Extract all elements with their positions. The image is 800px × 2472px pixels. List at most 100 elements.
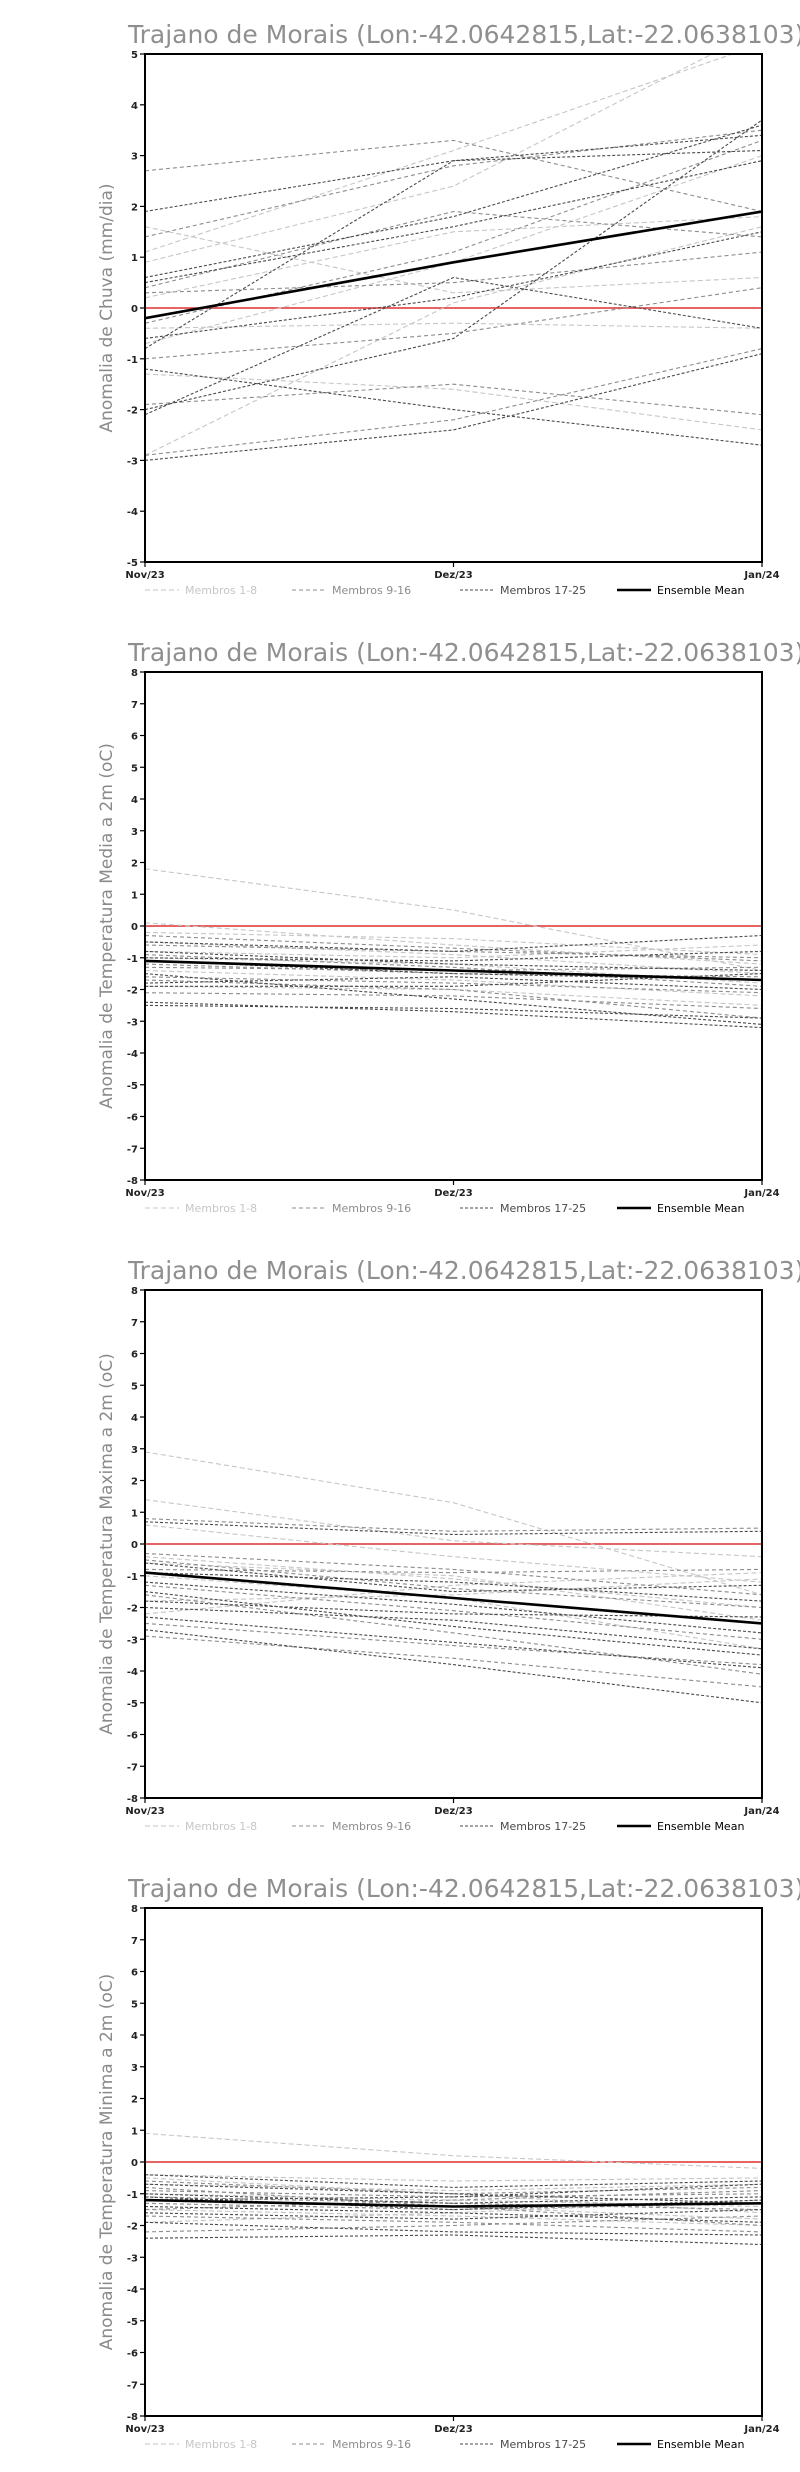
- legend-label: Membros 17-25: [500, 1820, 586, 1833]
- member-line-8: [145, 1562, 762, 1621]
- legend-item-membros-17-25: Membros 17-25: [460, 1820, 586, 1833]
- x-tick-label: Jan/24: [743, 1188, 779, 1199]
- member-line-23: [145, 1562, 762, 1593]
- chart-svg: Trajano de Morais (Lon:-42.0642815,Lat:-…: [97, 1874, 800, 2451]
- y-tick-label: 0: [131, 304, 138, 315]
- y-tick-label: -2: [127, 406, 138, 417]
- member-line-16: [145, 979, 762, 1019]
- chart-panel-2: Trajano de Morais (Lon:-42.0642815,Lat:-…: [0, 618, 800, 1236]
- member-line-1: [145, 226, 762, 294]
- y-axis-label: Anomalia de Temperatura Minima a 2m (oC): [97, 1974, 117, 2351]
- member-line-9: [145, 2180, 762, 2195]
- y-tick-label: -4: [127, 1667, 138, 1678]
- legend-item-membros-1-8: Membros 1-8: [145, 2438, 257, 2451]
- member-line-13: [145, 2215, 762, 2233]
- y-tick-label: -7: [127, 1144, 138, 1155]
- chart-svg: Trajano de Morais (Lon:-42.0642815,Lat:-…: [97, 1256, 800, 1833]
- legend-label: Membros 9-16: [332, 584, 411, 597]
- member-line-6: [145, 1524, 762, 1583]
- member-line-9: [145, 934, 762, 962]
- legend-label: Membros 17-25: [500, 1202, 586, 1215]
- y-tick-label: -3: [127, 1635, 138, 1646]
- y-tick-label: -6: [127, 2349, 138, 2360]
- member-line-17: [145, 1001, 762, 1029]
- y-tick-label: 7: [131, 1936, 138, 1947]
- y-tick-label: 4: [131, 101, 138, 112]
- y-tick-label: 6: [131, 1968, 138, 1979]
- x-tick-label: Dez/23: [434, 570, 473, 581]
- member-line-24: [145, 950, 762, 962]
- y-tick-label: -1: [127, 1572, 138, 1583]
- y-tick-label: -5: [127, 2317, 138, 2328]
- member-line-18: [145, 1591, 762, 1656]
- member-line-20: [145, 973, 762, 1025]
- y-tick-label: -5: [127, 1081, 138, 1092]
- y-tick-label: 1: [131, 1508, 138, 1519]
- ensemble-mean-line: [145, 959, 762, 982]
- member-line-16: [145, 251, 762, 294]
- y-tick-label: 4: [131, 1413, 138, 1424]
- legend-item-membros-9-16: Membros 9-16: [292, 1202, 411, 1215]
- y-tick-label: -3: [127, 1017, 138, 1028]
- y-tick-label: 1: [131, 2126, 138, 2137]
- member-line-14: [145, 2196, 762, 2211]
- member-line-8: [145, 54, 735, 253]
- chart-panel-4: Trajano de Morais (Lon:-42.0642815,Lat:-…: [0, 1854, 800, 2472]
- member-line-25: [145, 1600, 762, 1618]
- member-line-11: [145, 287, 762, 360]
- legend-label: Membros 17-25: [500, 584, 586, 597]
- y-tick-label: 0: [131, 2158, 138, 2169]
- legend-item-ensemble-mean: Ensemble Mean: [617, 2438, 744, 2451]
- series-group: [145, 868, 762, 1029]
- y-tick-label: 5: [131, 1381, 138, 1392]
- y-tick-label: -7: [127, 2380, 138, 2391]
- y-tick-label: -7: [127, 1762, 138, 1773]
- member-line-19: [145, 1572, 762, 1602]
- y-tick-label: 6: [131, 1350, 138, 1361]
- series-group: [145, 1451, 762, 1704]
- y-tick-label: 2: [131, 1477, 138, 1488]
- y-tick-label: 4: [131, 795, 138, 806]
- y-tick-label: 8: [131, 1286, 138, 1297]
- member-line-22: [145, 2183, 762, 2204]
- legend-label: Ensemble Mean: [657, 1202, 744, 1215]
- x-tick-label: Jan/24: [743, 1806, 779, 1817]
- legend-label: Membros 9-16: [332, 1820, 411, 1833]
- y-tick-label: 2: [131, 202, 138, 213]
- y-tick-label: -8: [127, 1794, 138, 1805]
- member-line-14: [145, 129, 762, 238]
- member-line-20: [145, 1521, 762, 1536]
- member-line-9: [145, 1518, 762, 1532]
- y-tick-label: 3: [131, 2063, 138, 2074]
- member-line-22: [145, 1581, 762, 1634]
- member-line-12: [145, 2190, 762, 2198]
- member-line-19: [145, 368, 762, 446]
- member-line-22: [145, 134, 762, 213]
- member-line-23: [145, 1004, 762, 1019]
- member-line-14: [145, 944, 762, 959]
- member-line-9: [145, 139, 762, 213]
- y-tick-label: 8: [131, 1904, 138, 1915]
- member-line-4: [145, 373, 762, 431]
- member-line-20: [145, 149, 762, 350]
- member-line-17: [145, 2234, 762, 2246]
- member-line-6: [145, 54, 714, 263]
- member-line-5: [145, 2183, 762, 2192]
- chart-panel-3: Trajano de Morais (Lon:-42.0642815,Lat:-…: [0, 1236, 800, 1854]
- member-line-19: [145, 2193, 762, 2204]
- member-line-2: [145, 1499, 762, 1558]
- x-tick-label: Dez/23: [434, 1188, 473, 1199]
- y-tick-label: 5: [131, 50, 138, 61]
- chart-svg: Trajano de Morais (Lon:-42.0642815,Lat:-…: [97, 20, 800, 597]
- y-tick-label: -4: [127, 507, 138, 518]
- member-line-18: [145, 276, 762, 416]
- member-line-25: [145, 976, 762, 991]
- member-line-3: [145, 1556, 762, 1609]
- y-tick-label: 2: [131, 2095, 138, 2106]
- member-line-1: [145, 1451, 762, 1596]
- legend-item-membros-17-25: Membros 17-25: [460, 2438, 586, 2451]
- y-tick-label: 0: [131, 1540, 138, 1551]
- y-tick-label: 1: [131, 890, 138, 901]
- legend-label: Membros 1-8: [185, 584, 257, 597]
- y-tick-label: -6: [127, 1731, 138, 1742]
